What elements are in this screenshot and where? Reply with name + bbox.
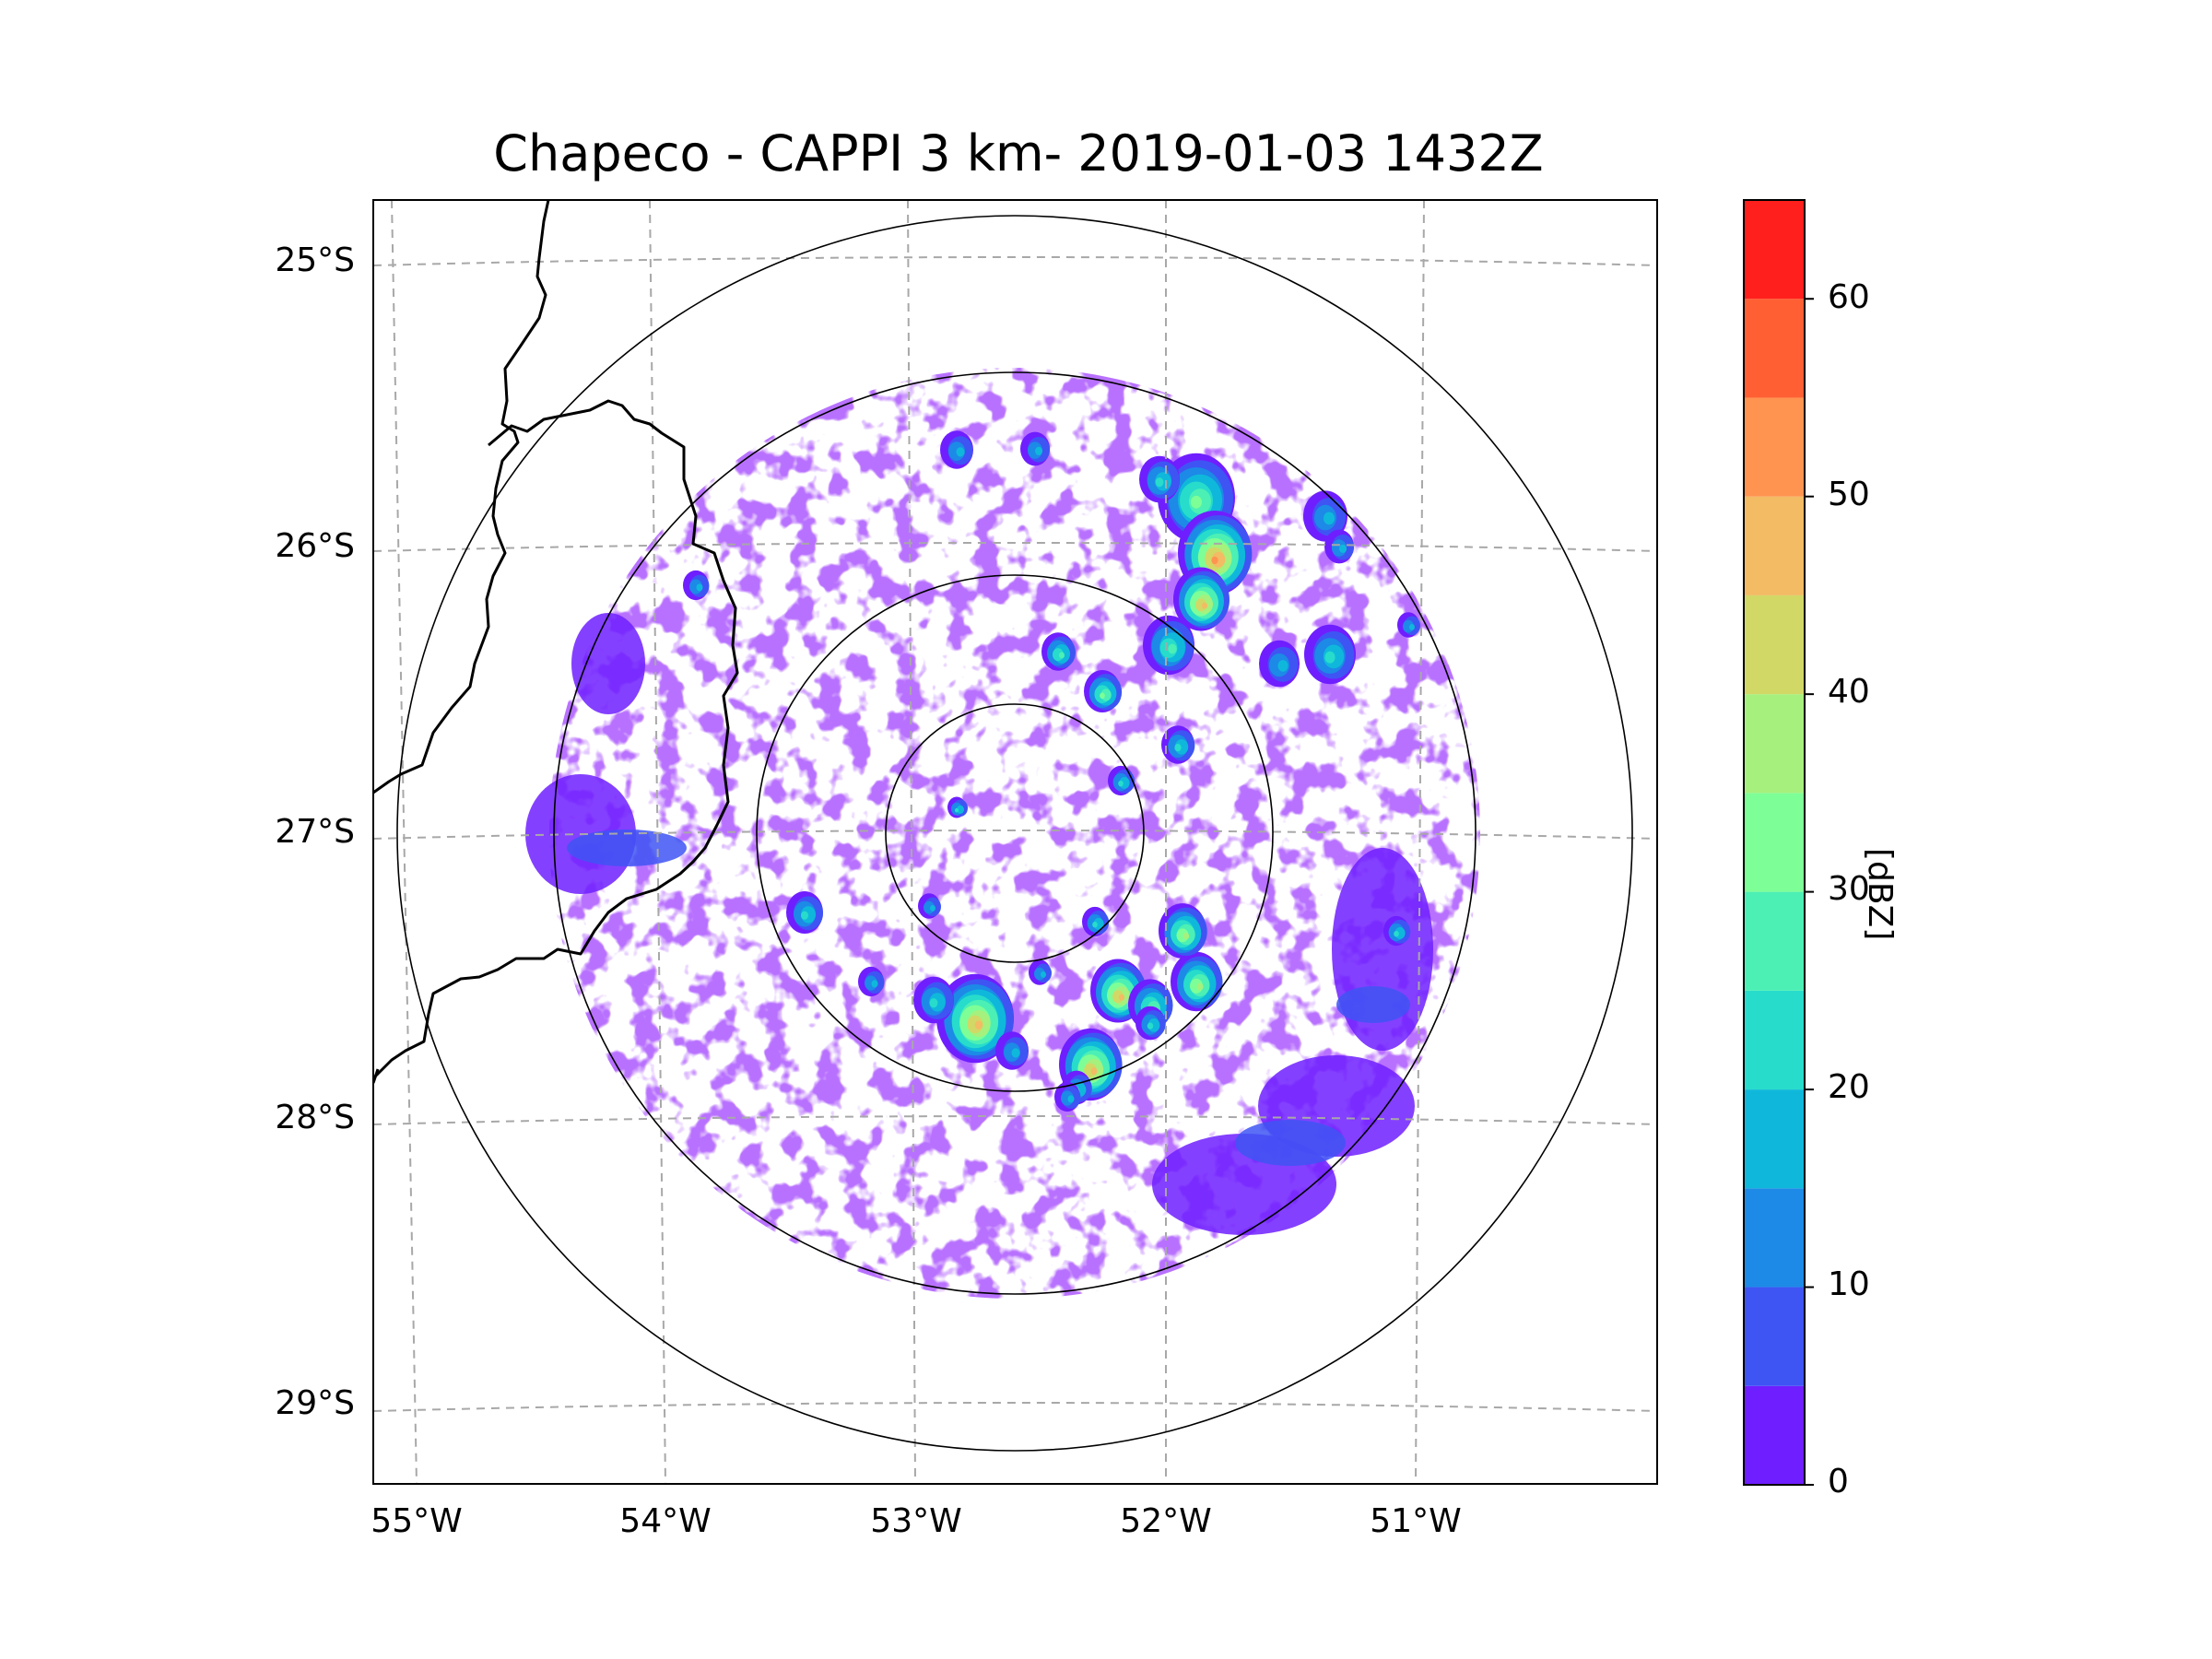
colorbar-label: [dBZ] <box>1861 848 1899 941</box>
colorbar-segment <box>1744 299 1805 398</box>
convective-cell <box>957 805 964 815</box>
convective-cell <box>1211 556 1218 565</box>
convective-cell <box>1324 651 1335 664</box>
colorbar-segment <box>1744 1385 1805 1485</box>
longitude-gridline <box>391 200 418 1484</box>
latitude-gridline <box>373 830 1657 840</box>
radar-echo-region <box>571 613 645 714</box>
convective-cell <box>1196 982 1204 991</box>
latitude-gridline <box>373 1115 1657 1125</box>
convective-cell <box>1409 623 1415 630</box>
convective-cell <box>974 1020 983 1030</box>
convective-cell <box>1118 780 1124 787</box>
convective-cell <box>1168 643 1177 654</box>
lat-tick-label: 28°S <box>275 1099 355 1136</box>
range-ring <box>885 703 1145 963</box>
convective-cell <box>930 904 935 912</box>
convective-cell <box>956 447 965 457</box>
convective-cell <box>1324 512 1335 525</box>
convective-cell <box>1119 994 1124 1001</box>
chart-title: Chapeco - CAPPI 3 km- 2019-01-03 1432Z <box>493 124 1544 182</box>
lon-tick-label: 54°W <box>619 1502 712 1540</box>
colorbar-tick-label: 20 <box>1828 1068 1870 1106</box>
gridlines <box>373 200 1657 1484</box>
convective-cell <box>1202 602 1207 609</box>
colorbar-segment <box>1744 891 1805 991</box>
colorbar-tick-label: 50 <box>1828 476 1870 513</box>
lon-tick-label: 51°W <box>1370 1502 1462 1540</box>
colorbar-segment <box>1744 496 1805 595</box>
colorbar-tick-label: 60 <box>1828 278 1870 316</box>
colorbar-segment <box>1744 200 1805 300</box>
latitude-gridline <box>373 542 1657 552</box>
lon-tick-label: 52°W <box>1120 1502 1212 1540</box>
state-border <box>373 200 550 794</box>
colorbar-segment <box>1744 793 1805 892</box>
colorbar-segment <box>1744 397 1805 497</box>
convective-cell <box>1011 1048 1020 1058</box>
longitude-gridline <box>907 200 916 1484</box>
lat-tick-label: 25°S <box>275 241 355 279</box>
colorbar-segment <box>1744 990 1805 1090</box>
colorbar <box>1743 199 1814 1486</box>
radar-echo-field <box>549 368 1480 1299</box>
range-ring <box>553 371 1477 1295</box>
convective-cell <box>1339 544 1347 554</box>
convective-cell <box>1092 921 1098 928</box>
range-ring <box>756 574 1274 1092</box>
radar-echo-region <box>1336 986 1410 1023</box>
convective-cell <box>1174 744 1182 752</box>
colorbar-segment <box>1744 694 1805 794</box>
longitude-gridline <box>649 200 666 1484</box>
convective-cell <box>1394 930 1399 937</box>
lat-tick-label: 27°S <box>275 813 355 851</box>
latitude-gridline <box>373 256 1657 266</box>
convective-cell <box>1277 660 1288 672</box>
colorbar-segment <box>1744 1188 1805 1288</box>
latitude-gridline <box>373 1402 1657 1412</box>
convective-cell <box>1059 652 1065 659</box>
lat-tick-label: 29°S <box>275 1384 355 1422</box>
convective-cell <box>801 911 808 920</box>
range-ring <box>396 215 1633 1452</box>
map-frame <box>372 199 1658 1485</box>
convective-cell <box>1182 932 1190 940</box>
convective-cell <box>1100 692 1105 700</box>
convective-cell <box>1090 1067 1098 1076</box>
radar-echo-region <box>1235 1120 1346 1166</box>
longitude-gridline <box>1415 200 1425 1484</box>
colorbar-tick-label: 30 <box>1828 870 1870 908</box>
convective-cell <box>1035 446 1042 455</box>
convective-cell <box>696 583 703 592</box>
convective-cell <box>1067 1095 1075 1103</box>
colorbar-segment <box>1744 1089 1805 1189</box>
convective-cell <box>1041 971 1046 978</box>
colorbar-tick-label: 10 <box>1828 1265 1870 1303</box>
convective-cell <box>1191 495 1202 509</box>
lat-tick-label: 26°S <box>275 527 355 565</box>
lon-tick-label: 53°W <box>870 1502 962 1540</box>
lon-tick-label: 55°W <box>371 1502 463 1540</box>
convective-cell <box>1147 1022 1154 1030</box>
colorbar-segment <box>1744 1287 1805 1386</box>
state-border <box>373 399 739 1080</box>
convective-cell <box>929 998 938 1008</box>
colorbar-frame <box>1743 199 1806 1486</box>
colorbar-segment <box>1744 594 1805 695</box>
convective-cell <box>1155 477 1164 488</box>
convective-cell <box>871 980 878 988</box>
colorbar-tick-label: 0 <box>1828 1463 1849 1500</box>
convective-cell <box>955 807 959 813</box>
colorbar-tick-label: 40 <box>1828 673 1870 711</box>
